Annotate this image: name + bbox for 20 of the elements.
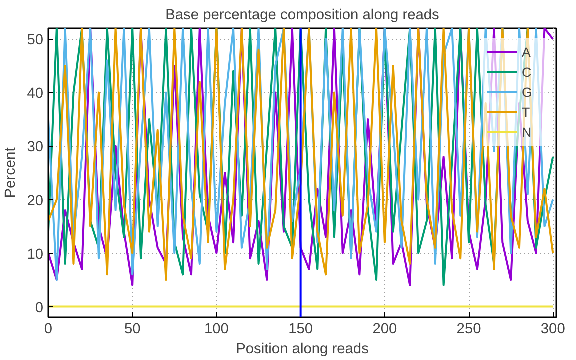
y-tick-label: 40 [27,86,44,102]
legend-label: T [522,104,532,120]
y-tick-label: 50 [27,32,44,49]
x-axis-title: Position along reads [236,342,369,358]
legend-label: C [522,64,533,80]
x-tick-label: 250 [456,322,482,338]
y-tick-label: 30 [27,140,44,156]
x-tick-label: 200 [372,322,398,338]
y-axis-title: Percent [3,148,20,198]
y-tick-label: 10 [27,246,44,263]
x-tick-label: 150 [288,322,314,338]
y-tick-label: 20 [27,193,44,210]
legend-label: N [522,124,533,140]
x-tick-label: 100 [204,322,229,338]
legend-label: A [522,44,532,60]
legend-label: G [522,84,534,100]
y-tick-label: 0 [35,300,44,316]
x-tick-label: 300 [540,322,566,338]
x-tick-label: 50 [124,322,141,338]
chart-title: Base percentage composition along reads [166,8,440,24]
